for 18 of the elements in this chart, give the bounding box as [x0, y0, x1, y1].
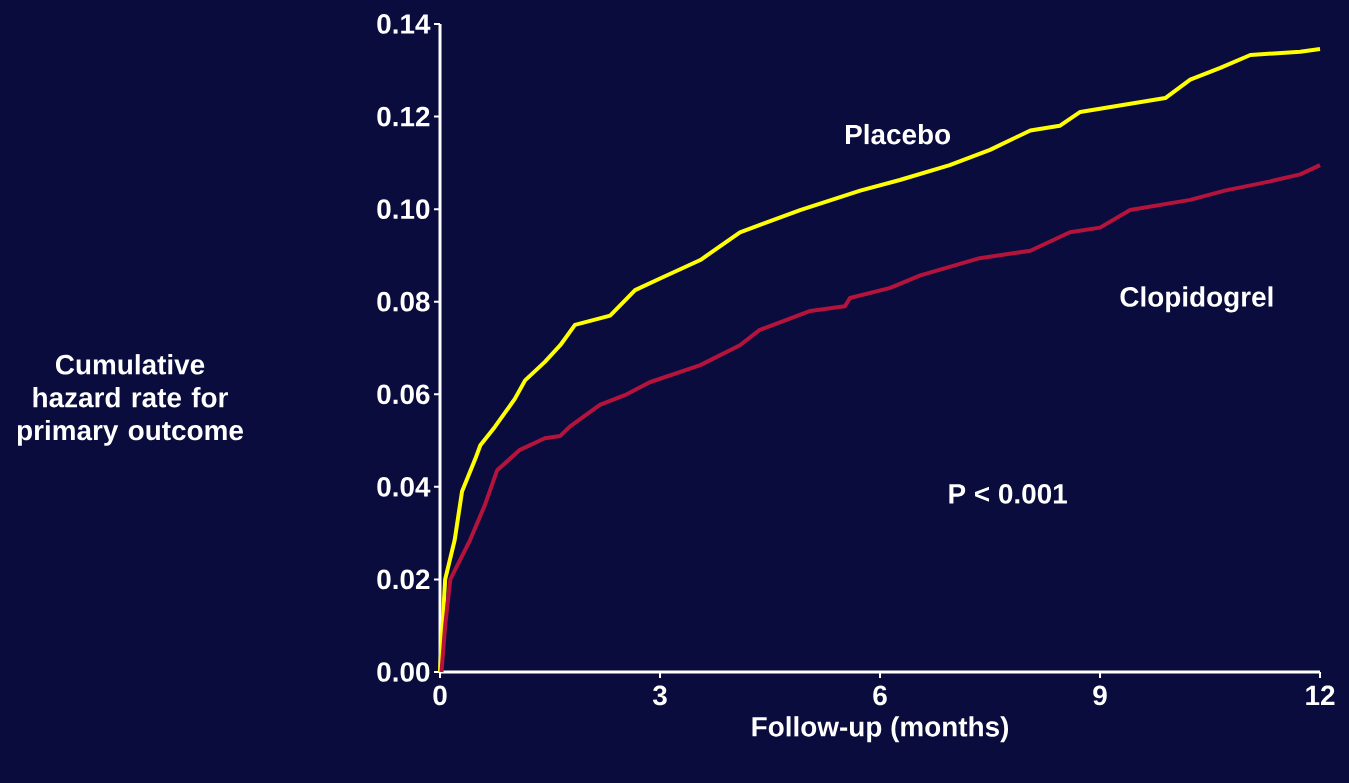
x-tick-label: 9: [1093, 685, 1107, 706]
text: Clopidogrel: [1120, 286, 1273, 313]
y-tick-label: 0.02: [377, 569, 430, 590]
x-tick-label: 6: [873, 685, 887, 706]
y-tick-label: 0.08: [377, 291, 430, 312]
y-tick-label: 0.06: [377, 384, 430, 405]
x-tick-label: 3: [652, 685, 667, 706]
y-tick-label: 0.04: [377, 476, 431, 497]
y-tick-label: 0.00: [377, 662, 430, 682]
x-tick-label: 0: [433, 685, 447, 706]
y-tick-label: 0.10: [377, 199, 430, 219]
x-axis-title: Follow-up (months): [752, 716, 1009, 743]
series-label: Placebo: [846, 123, 951, 145]
annotation: P < 0.001: [949, 483, 1067, 504]
y-tick-label: 0.14: [377, 14, 431, 34]
y-axis-title: Cumulative hazard rate for primary outcome: [17, 354, 243, 446]
y-tick-label: 0.12: [377, 106, 430, 127]
x-tick-label: 12: [1306, 685, 1335, 705]
